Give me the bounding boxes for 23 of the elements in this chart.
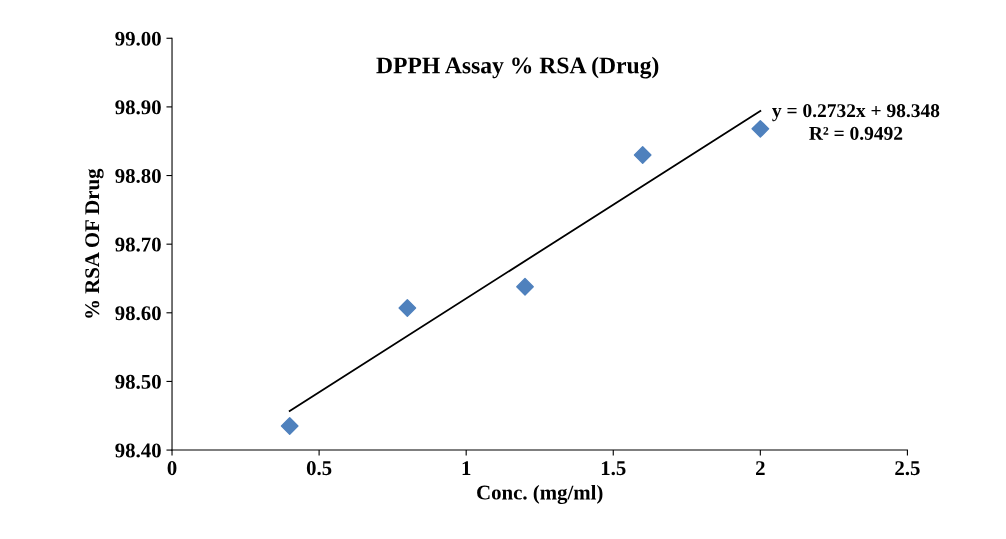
y-tick-label: 98.50 xyxy=(115,374,161,389)
y-tick-label: 98.70 xyxy=(115,237,161,252)
point xyxy=(633,146,652,164)
x-tick-label: 0 xyxy=(167,461,177,476)
x-tick-label: 2.5 xyxy=(895,461,920,476)
x-tick-label: 0.5 xyxy=(306,461,332,476)
y-tick-label: 98.90 xyxy=(115,100,161,115)
y-tick-label: 98.60 xyxy=(115,306,161,321)
text: DPPH Assay % RSA (Drug) xyxy=(376,56,659,79)
point xyxy=(516,277,534,296)
point xyxy=(751,119,770,138)
y-tick-label: 98.80 xyxy=(115,168,161,184)
y-tick-label: 99.00 xyxy=(115,31,161,46)
point xyxy=(398,299,417,317)
y-axis-title: % RSA OF Drug xyxy=(85,168,104,318)
point xyxy=(280,417,299,435)
x-tick-label: 2 xyxy=(756,461,765,475)
x-tick-label: 1.5 xyxy=(601,461,626,476)
x-tick-label: 1 xyxy=(462,461,471,475)
y-tick-label: 98.40 xyxy=(115,443,161,458)
x-axis-title: Conc. (mg/ml) xyxy=(477,484,603,504)
annotation: R² = 0.9492 xyxy=(809,126,903,140)
annotation: y = 0.2732x + 98.348 xyxy=(772,104,940,122)
